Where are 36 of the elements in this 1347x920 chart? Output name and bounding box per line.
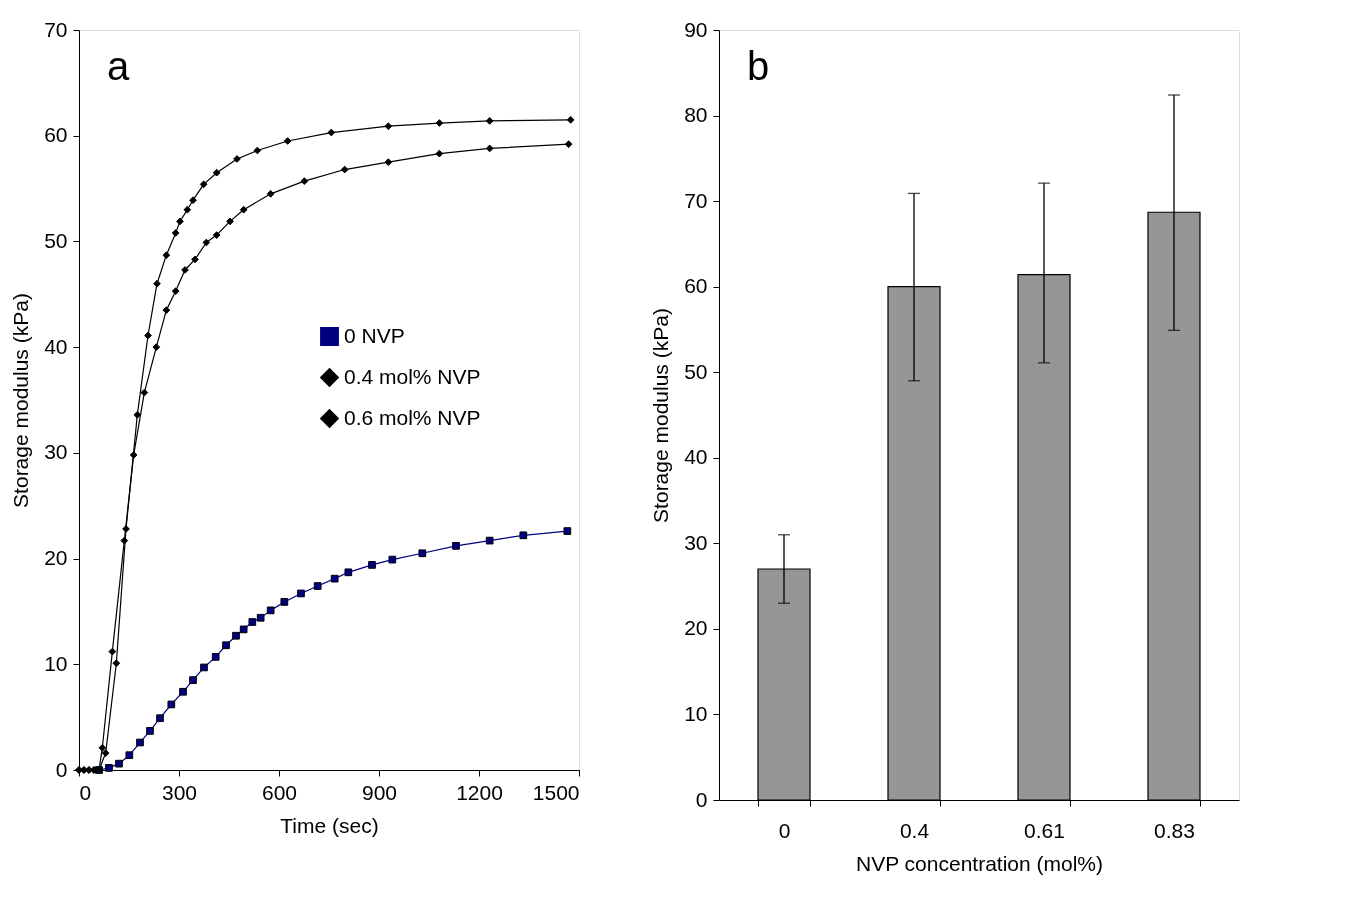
y-tick-label: 50 xyxy=(684,359,708,383)
legend-label: 0 NVP xyxy=(344,323,405,347)
y-tick-label: 40 xyxy=(44,334,68,358)
y-tick-label: 60 xyxy=(684,274,708,298)
legend-label: 0.6 mol% NVP xyxy=(344,405,481,429)
y-tick-label: 0 xyxy=(55,757,68,781)
x-tick-label: 900 xyxy=(361,780,398,804)
x-axis-title: NVP concentration (mol%) xyxy=(855,851,1104,875)
annotation: b xyxy=(747,44,770,88)
y-axis-title: Storage modulus (kPa) xyxy=(9,293,33,508)
y-tick-label: 90 xyxy=(684,17,708,41)
y-tick-label: 30 xyxy=(684,530,708,554)
y-tick-label: 80 xyxy=(684,103,708,127)
y-tick-label: 10 xyxy=(684,701,708,725)
y-tick-label: 60 xyxy=(44,123,68,147)
x-tick-label: 0.61 xyxy=(1024,818,1065,842)
y-tick-label: 50 xyxy=(44,228,68,252)
x-tick-label: 0.83 xyxy=(1154,818,1195,842)
x-tick-label: 1500 xyxy=(532,780,580,804)
x-tick-label: 0.4 xyxy=(899,818,930,842)
y-tick-label: 10 xyxy=(44,651,68,675)
y-axis-title: Storage modulus (kPa) xyxy=(649,308,673,523)
y-tick-label: 30 xyxy=(44,440,68,464)
y-tick-label: 70 xyxy=(684,188,708,212)
x-tick-label: 0 xyxy=(778,818,791,842)
y-tick-label: 70 xyxy=(44,17,68,41)
y-tick-label: 40 xyxy=(684,445,708,469)
x-tick-label: 0 xyxy=(79,780,92,804)
x-axis-title: Time (sec) xyxy=(280,813,379,837)
y-tick-label: 20 xyxy=(684,616,708,640)
annotation: a xyxy=(107,44,130,88)
x-tick-label: 300 xyxy=(161,780,198,804)
legend-label: 0.4 mol% NVP xyxy=(344,364,481,388)
x-tick-label: 1200 xyxy=(456,780,503,804)
y-tick-label: 20 xyxy=(44,546,68,570)
x-tick-label: 600 xyxy=(261,780,298,804)
